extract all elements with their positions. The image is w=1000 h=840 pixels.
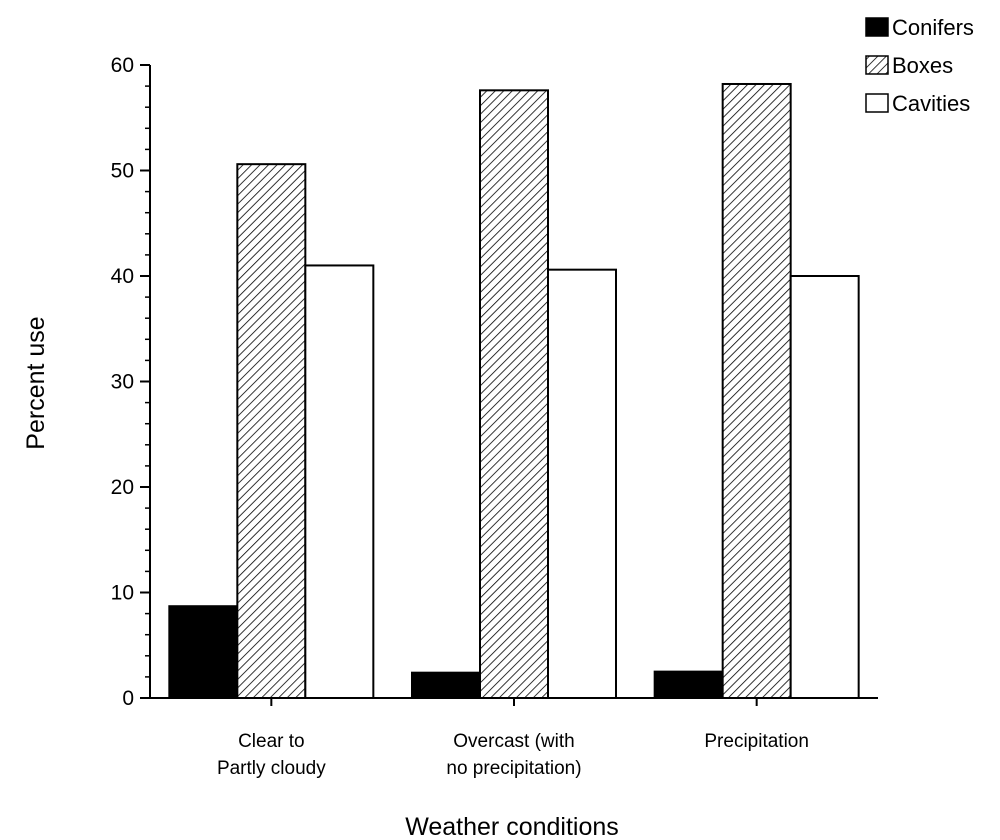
x-tick-label: Overcast (with (453, 731, 574, 752)
x-tick-label: Precipitation (704, 731, 809, 752)
y-tick-label: 0 (122, 687, 134, 710)
bar-boxes (721, 82, 792, 700)
legend-swatch-conifers (865, 17, 889, 37)
legend-swatch-cavities (865, 93, 889, 113)
y-tick-label: 30 (111, 371, 134, 394)
bar-boxes (479, 89, 549, 699)
y-tick-label: 10 (111, 582, 134, 605)
bar-conifers (411, 671, 481, 699)
x-tick-label: Partly cloudy (217, 758, 326, 779)
x-tick-labels: Clear to Partly cloudy Overcast (with no pr… (217, 731, 809, 779)
y-tick-label: 40 (111, 265, 134, 288)
legend: Conifers Boxes Cavities (865, 15, 974, 116)
bar-boxes (236, 163, 307, 700)
y-tick-label: 60 (111, 54, 134, 77)
x-axis-title: Weather conditions (405, 813, 619, 840)
x-tick-label: no precipitation) (446, 758, 581, 779)
legend-label-cavities: Cavities (892, 91, 970, 116)
legend-swatch-boxes (865, 55, 889, 75)
bar-conifers (653, 670, 724, 699)
bar-cavities (304, 264, 375, 699)
legend-label-boxes: Boxes (892, 53, 953, 78)
bars (168, 82, 860, 700)
bar-cavities (789, 275, 860, 699)
legend-label-conifers: Conifers (892, 15, 974, 40)
y-axis-title: Percent use (22, 316, 50, 449)
x-tick-label: Clear to (238, 731, 305, 752)
y-tick-label: 50 (111, 160, 134, 183)
y-tick-label: 20 (111, 476, 134, 499)
bar-conifers (168, 605, 239, 700)
bar-cavities (547, 268, 617, 699)
